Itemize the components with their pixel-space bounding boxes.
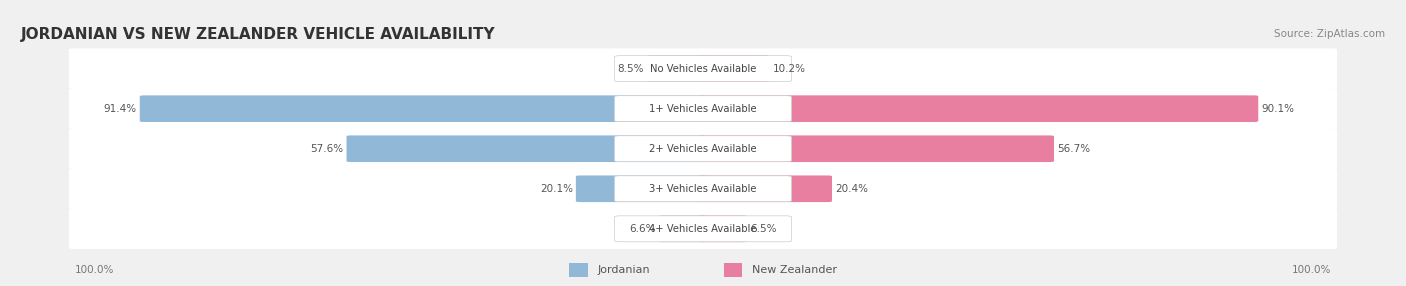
FancyBboxPatch shape — [614, 176, 792, 202]
Text: No Vehicles Available: No Vehicles Available — [650, 64, 756, 74]
FancyBboxPatch shape — [69, 208, 1337, 249]
Text: 20.1%: 20.1% — [540, 184, 574, 194]
Text: 6.5%: 6.5% — [749, 224, 776, 234]
Text: 8.5%: 8.5% — [617, 64, 644, 74]
FancyBboxPatch shape — [139, 95, 707, 122]
Text: 10.2%: 10.2% — [772, 64, 806, 74]
Text: Source: ZipAtlas.com: Source: ZipAtlas.com — [1274, 29, 1385, 39]
Text: JORDANIAN VS NEW ZEALANDER VEHICLE AVAILABILITY: JORDANIAN VS NEW ZEALANDER VEHICLE AVAIL… — [21, 27, 496, 42]
FancyBboxPatch shape — [699, 135, 1054, 162]
Text: New Zealander: New Zealander — [752, 265, 837, 275]
FancyBboxPatch shape — [69, 168, 1337, 209]
Text: 3+ Vehicles Available: 3+ Vehicles Available — [650, 184, 756, 194]
FancyBboxPatch shape — [614, 136, 792, 162]
Text: 6.6%: 6.6% — [628, 224, 655, 234]
FancyBboxPatch shape — [69, 128, 1337, 169]
Text: Jordanian: Jordanian — [598, 265, 650, 275]
FancyBboxPatch shape — [69, 88, 1337, 129]
FancyBboxPatch shape — [724, 263, 742, 277]
FancyBboxPatch shape — [614, 96, 792, 122]
Text: 91.4%: 91.4% — [104, 104, 136, 114]
Text: 2+ Vehicles Available: 2+ Vehicles Available — [650, 144, 756, 154]
Text: 56.7%: 56.7% — [1057, 144, 1090, 154]
FancyBboxPatch shape — [699, 175, 832, 202]
FancyBboxPatch shape — [658, 215, 707, 242]
Text: 20.4%: 20.4% — [835, 184, 868, 194]
Text: 90.1%: 90.1% — [1261, 104, 1294, 114]
FancyBboxPatch shape — [614, 56, 792, 82]
Text: 4+ Vehicles Available: 4+ Vehicles Available — [650, 224, 756, 234]
FancyBboxPatch shape — [699, 95, 1258, 122]
Text: 100.0%: 100.0% — [75, 265, 114, 275]
Text: 57.6%: 57.6% — [311, 144, 343, 154]
Text: 1+ Vehicles Available: 1+ Vehicles Available — [650, 104, 756, 114]
FancyBboxPatch shape — [569, 263, 588, 277]
FancyBboxPatch shape — [69, 48, 1337, 89]
FancyBboxPatch shape — [614, 216, 792, 242]
Text: 100.0%: 100.0% — [1292, 265, 1331, 275]
FancyBboxPatch shape — [346, 135, 707, 162]
FancyBboxPatch shape — [699, 55, 769, 82]
FancyBboxPatch shape — [576, 175, 707, 202]
FancyBboxPatch shape — [699, 215, 747, 242]
FancyBboxPatch shape — [647, 55, 707, 82]
